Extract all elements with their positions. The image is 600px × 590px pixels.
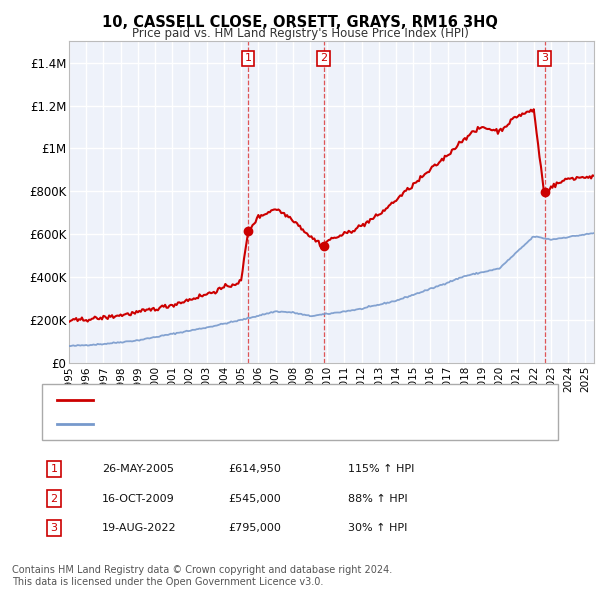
Text: 3: 3 — [50, 523, 58, 533]
Text: 1: 1 — [50, 464, 58, 474]
Text: Contains HM Land Registry data © Crown copyright and database right 2024.
This d: Contains HM Land Registry data © Crown c… — [12, 565, 392, 587]
Text: 1: 1 — [244, 54, 251, 64]
Text: 2: 2 — [50, 494, 58, 503]
Text: 115% ↑ HPI: 115% ↑ HPI — [348, 464, 415, 474]
Text: £614,950: £614,950 — [228, 464, 281, 474]
Text: 19-AUG-2022: 19-AUG-2022 — [102, 523, 176, 533]
Text: 26-MAY-2005: 26-MAY-2005 — [102, 464, 174, 474]
Text: 10, CASSELL CLOSE, ORSETT, GRAYS, RM16 3HQ (detached house): 10, CASSELL CLOSE, ORSETT, GRAYS, RM16 3… — [99, 395, 472, 405]
Text: Price paid vs. HM Land Registry's House Price Index (HPI): Price paid vs. HM Land Registry's House … — [131, 27, 469, 40]
Text: 16-OCT-2009: 16-OCT-2009 — [102, 494, 175, 503]
Text: 10, CASSELL CLOSE, ORSETT, GRAYS, RM16 3HQ: 10, CASSELL CLOSE, ORSETT, GRAYS, RM16 3… — [102, 15, 498, 30]
Text: £795,000: £795,000 — [228, 523, 281, 533]
Text: 3: 3 — [541, 54, 548, 64]
Text: 88% ↑ HPI: 88% ↑ HPI — [348, 494, 407, 503]
Text: HPI: Average price, detached house, Thurrock: HPI: Average price, detached house, Thur… — [99, 419, 355, 429]
Text: £545,000: £545,000 — [228, 494, 281, 503]
Text: 2: 2 — [320, 54, 327, 64]
Text: 30% ↑ HPI: 30% ↑ HPI — [348, 523, 407, 533]
